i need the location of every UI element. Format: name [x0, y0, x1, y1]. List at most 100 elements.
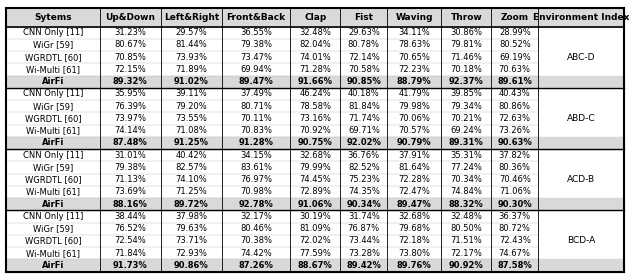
Text: 70.11%: 70.11%: [240, 114, 272, 123]
Text: Wi-Multi [61]: Wi-Multi [61]: [26, 249, 80, 258]
Text: 74.45%: 74.45%: [300, 175, 332, 184]
Text: 74.35%: 74.35%: [348, 188, 380, 197]
Text: 90.85%: 90.85%: [346, 77, 381, 86]
Text: 90.86%: 90.86%: [174, 261, 209, 270]
Text: AirFi: AirFi: [42, 77, 64, 86]
Text: 88.32%: 88.32%: [449, 200, 484, 209]
Text: 70.38%: 70.38%: [240, 237, 272, 246]
Text: 31.23%: 31.23%: [115, 28, 146, 37]
Bar: [6, 198, 625, 210]
Text: 71.28%: 71.28%: [300, 65, 332, 74]
Text: Left&Right: Left&Right: [164, 13, 219, 22]
Text: 91.28%: 91.28%: [239, 139, 273, 148]
Text: 70.06%: 70.06%: [398, 114, 430, 123]
Text: 31.74%: 31.74%: [348, 212, 380, 221]
Text: 81.64%: 81.64%: [398, 163, 430, 172]
Text: 38.44%: 38.44%: [115, 212, 146, 221]
Text: 76.52%: 76.52%: [115, 224, 146, 233]
Text: 72.28%: 72.28%: [398, 175, 430, 184]
Text: 40.18%: 40.18%: [348, 90, 380, 99]
Text: 32.68%: 32.68%: [300, 151, 332, 160]
Text: 78.63%: 78.63%: [398, 41, 430, 50]
Text: 89.47%: 89.47%: [397, 200, 431, 209]
Text: WGRDTL [60]: WGRDTL [60]: [25, 114, 81, 123]
Text: 31.01%: 31.01%: [115, 151, 146, 160]
Text: 34.11%: 34.11%: [398, 28, 430, 37]
Text: 89.47%: 89.47%: [239, 77, 273, 86]
Text: 37.82%: 37.82%: [499, 151, 531, 160]
Text: 72.47%: 72.47%: [398, 188, 430, 197]
Text: ABC-D: ABC-D: [567, 53, 595, 62]
Text: 74.42%: 74.42%: [240, 249, 272, 258]
Text: WiGr [59]: WiGr [59]: [33, 163, 73, 172]
Text: 83.61%: 83.61%: [240, 163, 272, 172]
Text: 74.14%: 74.14%: [115, 126, 146, 135]
Text: 32.48%: 32.48%: [451, 212, 482, 221]
Text: 70.18%: 70.18%: [451, 65, 482, 74]
Text: 79.99%: 79.99%: [300, 163, 332, 172]
Text: 73.28%: 73.28%: [348, 249, 380, 258]
Text: 72.63%: 72.63%: [499, 114, 531, 123]
Text: CNN Only [11]: CNN Only [11]: [23, 90, 83, 99]
Text: 35.95%: 35.95%: [115, 90, 146, 99]
Text: 82.57%: 82.57%: [175, 163, 207, 172]
Text: 37.91%: 37.91%: [398, 151, 430, 160]
Text: 70.21%: 70.21%: [451, 114, 482, 123]
Text: 75.23%: 75.23%: [348, 175, 380, 184]
Text: 30.19%: 30.19%: [300, 212, 332, 221]
Text: 89.42%: 89.42%: [346, 261, 381, 270]
Text: 80.86%: 80.86%: [499, 102, 531, 111]
Text: 80.50%: 80.50%: [451, 224, 482, 233]
Text: 89.31%: 89.31%: [449, 139, 484, 148]
Text: 40.42%: 40.42%: [175, 151, 207, 160]
Text: 72.18%: 72.18%: [398, 237, 430, 246]
Text: AirFi: AirFi: [42, 139, 64, 148]
Text: 30.86%: 30.86%: [451, 28, 483, 37]
Text: ABD-C: ABD-C: [567, 114, 596, 123]
Text: 91.25%: 91.25%: [174, 139, 209, 148]
Text: 72.89%: 72.89%: [300, 188, 332, 197]
Text: 92.78%: 92.78%: [239, 200, 273, 209]
Text: 90.34%: 90.34%: [346, 200, 381, 209]
Text: 73.80%: 73.80%: [398, 249, 430, 258]
Text: 87.48%: 87.48%: [113, 139, 148, 148]
Text: 72.02%: 72.02%: [300, 237, 332, 246]
Text: 37.49%: 37.49%: [240, 90, 272, 99]
Text: Up&Down: Up&Down: [106, 13, 156, 22]
Text: 39.11%: 39.11%: [175, 90, 207, 99]
Text: Wi-Multi [61]: Wi-Multi [61]: [26, 126, 80, 135]
Text: 72.15%: 72.15%: [115, 65, 146, 74]
Text: 80.46%: 80.46%: [240, 224, 272, 233]
Text: 40.43%: 40.43%: [499, 90, 531, 99]
Text: 39.85%: 39.85%: [451, 90, 482, 99]
Text: 28.99%: 28.99%: [499, 28, 531, 37]
Text: 81.44%: 81.44%: [175, 41, 207, 50]
Text: AirFi: AirFi: [42, 200, 64, 209]
Text: 91.06%: 91.06%: [298, 200, 333, 209]
Text: 80.67%: 80.67%: [115, 41, 147, 50]
Text: 89.72%: 89.72%: [174, 200, 209, 209]
Text: 73.55%: 73.55%: [175, 114, 207, 123]
Text: 69.19%: 69.19%: [499, 53, 531, 62]
Text: 79.68%: 79.68%: [398, 224, 430, 233]
Text: 73.26%: 73.26%: [499, 126, 531, 135]
Text: 87.26%: 87.26%: [239, 261, 273, 270]
Text: 73.71%: 73.71%: [175, 237, 207, 246]
Text: 70.92%: 70.92%: [300, 126, 332, 135]
Text: 76.97%: 76.97%: [240, 175, 272, 184]
Text: BCD-A: BCD-A: [567, 237, 595, 246]
Text: 35.31%: 35.31%: [451, 151, 482, 160]
Text: WGRDTL [60]: WGRDTL [60]: [25, 237, 81, 246]
Text: 89.76%: 89.76%: [397, 261, 431, 270]
Text: 72.54%: 72.54%: [115, 237, 146, 246]
Text: WiGr [59]: WiGr [59]: [33, 102, 73, 111]
Text: 70.85%: 70.85%: [115, 53, 146, 62]
Text: 81.84%: 81.84%: [348, 102, 380, 111]
Text: 71.13%: 71.13%: [115, 175, 146, 184]
Text: WGRDTL [60]: WGRDTL [60]: [25, 53, 81, 62]
Bar: [6, 76, 625, 88]
Text: WiGr [59]: WiGr [59]: [33, 224, 73, 233]
Text: 69.94%: 69.94%: [240, 65, 272, 74]
Text: 80.78%: 80.78%: [348, 41, 380, 50]
Text: 79.38%: 79.38%: [240, 41, 272, 50]
